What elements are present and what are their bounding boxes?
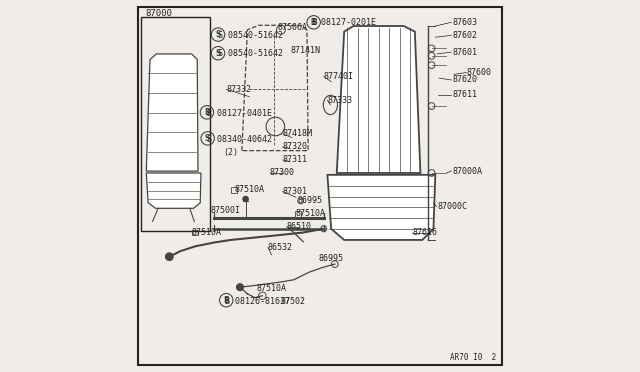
Text: 87600: 87600 <box>467 68 492 77</box>
Text: (2): (2) <box>223 148 238 157</box>
Circle shape <box>243 196 248 202</box>
Text: S: S <box>216 30 221 39</box>
Polygon shape <box>147 173 201 208</box>
Text: 87502: 87502 <box>281 297 306 306</box>
Text: B: B <box>223 296 229 305</box>
Text: 87506A: 87506A <box>277 23 307 32</box>
Text: 87601: 87601 <box>452 48 477 57</box>
Text: 87320: 87320 <box>283 142 308 151</box>
Circle shape <box>237 284 243 291</box>
Text: S 08540-51642: S 08540-51642 <box>218 31 283 40</box>
Text: 87000: 87000 <box>145 9 172 17</box>
Text: 87510A: 87510A <box>296 209 326 218</box>
Text: 87611: 87611 <box>452 90 477 99</box>
Text: S: S <box>216 49 221 58</box>
Text: 87301: 87301 <box>283 187 308 196</box>
Text: B: B <box>204 108 210 117</box>
Text: B 08127-0401E: B 08127-0401E <box>207 109 271 118</box>
Text: 87510A: 87510A <box>257 284 287 293</box>
Text: S 08340-40642: S 08340-40642 <box>207 135 271 144</box>
Text: 86510: 86510 <box>287 222 312 231</box>
Text: 87500I: 87500I <box>211 206 240 215</box>
Text: B 08126-81637: B 08126-81637 <box>225 297 290 306</box>
Text: 87603: 87603 <box>452 18 477 27</box>
Text: 86995: 86995 <box>318 254 343 263</box>
Text: S 08540-51642: S 08540-51642 <box>218 49 283 58</box>
Text: 87141N: 87141N <box>291 46 320 55</box>
Text: 87332: 87332 <box>227 85 252 94</box>
Text: B 08127-0201E: B 08127-0201E <box>310 18 376 27</box>
Text: AR70 I0  2: AR70 I0 2 <box>451 353 497 362</box>
Text: 86995: 86995 <box>298 196 323 205</box>
Text: 87510A: 87510A <box>191 228 221 237</box>
Text: 87602: 87602 <box>452 31 477 40</box>
Text: 87418M: 87418M <box>283 129 313 138</box>
Text: 87333: 87333 <box>328 96 353 105</box>
Text: 87510A: 87510A <box>234 185 264 194</box>
Text: 86532: 86532 <box>268 243 293 252</box>
Text: 87620: 87620 <box>452 76 477 84</box>
Text: 87000A: 87000A <box>452 167 482 176</box>
Text: 87616: 87616 <box>413 228 438 237</box>
Bar <box>193 230 198 235</box>
Bar <box>232 187 237 193</box>
Text: 87000C: 87000C <box>437 202 467 211</box>
Polygon shape <box>328 175 435 240</box>
Circle shape <box>166 253 173 260</box>
Text: 87311: 87311 <box>283 155 308 164</box>
Text: 87300: 87300 <box>270 169 295 177</box>
Text: 87740I: 87740I <box>324 72 354 81</box>
Polygon shape <box>147 54 198 171</box>
Text: B: B <box>311 18 317 27</box>
Bar <box>294 211 301 217</box>
Bar <box>141 17 211 231</box>
Polygon shape <box>337 26 420 173</box>
Text: S: S <box>205 134 211 143</box>
